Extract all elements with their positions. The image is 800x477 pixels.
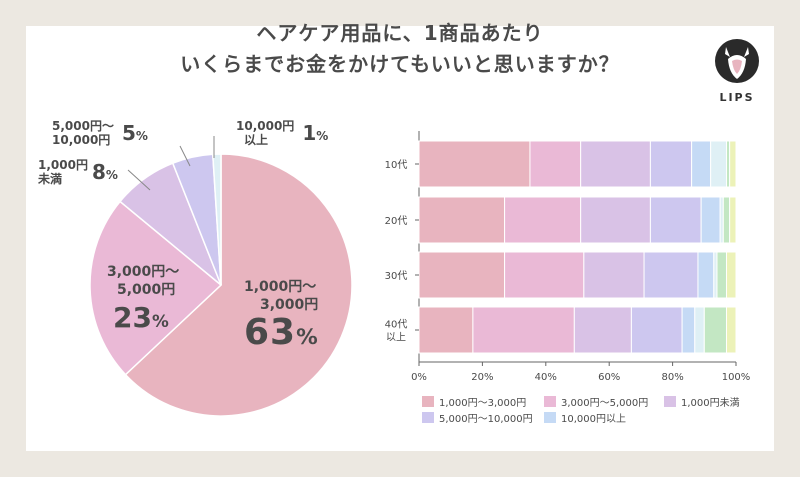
legend-label: 1,000円～3,000円 (439, 398, 527, 409)
bar-x-tick-label: 20% (471, 372, 493, 383)
pie-label-over-10000-line2: 以上 (244, 133, 269, 147)
bar-segment (643, 251, 699, 299)
legend-label: 1,000円未満 (681, 398, 740, 409)
pct-sign: % (105, 168, 118, 182)
bar-segment (504, 251, 585, 299)
pie-slice-1 (89, 200, 223, 376)
pie-pct-under-1000-value: 8 (91, 160, 106, 184)
pie-label-under-1000: 1,000円 未満 8% (38, 158, 118, 186)
bar-segment (700, 196, 721, 244)
pie-pct-1000-3000-value: 63 (244, 312, 297, 353)
bar-category-label: 以上 (386, 332, 406, 344)
bar-segment (649, 196, 702, 244)
legend-item-1000-3000: 1,000円～3,000円 (422, 394, 526, 409)
bar-segment (691, 140, 712, 188)
legend-label: 5,000円～10,000円 (439, 414, 533, 425)
bar-x-tick-label: 40% (535, 372, 557, 383)
pie-label-over-10000: 10,000円 以上 1% (236, 119, 328, 147)
bar-segment (729, 140, 737, 188)
bar-category-label: 30代 (385, 270, 408, 282)
pie-label-3000-5000-line2: 5,000円 (117, 282, 176, 298)
pie-pct-5000-10000: 5% (122, 121, 148, 145)
chart-title: ヘアケア用品に、1商品あたり いくらまでお金をかけてもいいと思いますか？ (0, 18, 800, 80)
bar-category-label: 10代 (385, 159, 408, 171)
pie-label-5000-10000: 5,000円～ 10,000円 5% (52, 119, 148, 147)
bar-x-tick-label: 60% (598, 372, 620, 383)
bar-segment (681, 306, 696, 354)
brand-name: LIPS (719, 91, 755, 104)
title-line-2: いくらまでお金をかけてもいいと思いますか？ (180, 52, 620, 76)
pct-sign: % (151, 311, 169, 331)
pct-sign: % (296, 325, 319, 350)
pie-label-under-1000-line1: 1,000円 (38, 158, 88, 172)
bar-x-tick-label: 80% (661, 372, 683, 383)
bar-x-tick-label: 0% (411, 372, 427, 383)
pie-label-1000-3000-line2: 3,000円 (260, 297, 319, 313)
pie-label-over-10000-line1: 10,000円 (236, 119, 295, 133)
lips-logo: LIPS (711, 37, 763, 107)
pie-label-5000-10000-line1: 5,000円～ (52, 119, 114, 133)
pie-leader-line (127, 169, 151, 191)
legend-swatch (422, 396, 434, 407)
bar-segment (710, 140, 727, 188)
bar-segment (504, 196, 582, 244)
bar-segment (649, 140, 693, 188)
legend-label: 10,000円以上 (561, 414, 626, 425)
pie-pct-5000-10000-value: 5 (121, 121, 136, 145)
bar-segment (703, 306, 727, 354)
bar-segment (529, 140, 582, 188)
pie-label-5000-10000-line2: 10,000円 (52, 133, 111, 147)
legend-item-under-1000: 1,000円未満 (664, 394, 740, 409)
bar-segment (418, 140, 531, 188)
pie-pct-3000-5000: 23% (107, 301, 179, 334)
bar-segment (729, 196, 737, 244)
legend-swatch (544, 412, 556, 423)
pie-pct-1000-3000: 63% (244, 312, 319, 353)
pie-label-3000-5000: 3,000円～ 5,000円 23% (107, 263, 179, 334)
legend-label: 3,000円～5,000円 (561, 398, 649, 409)
pie-pct-under-1000: 8% (92, 160, 118, 184)
bar-segment (630, 306, 683, 354)
legend-swatch (544, 396, 556, 407)
pie-label-3000-5000-line1: 3,000円～ (107, 264, 180, 280)
bar-segment (694, 306, 705, 354)
bar-x-tick-label: 100% (722, 372, 751, 383)
pie-pct-over-10000: 1% (302, 121, 328, 145)
bar-segment (573, 306, 632, 354)
pie-pct-over-10000-value: 1 (302, 121, 317, 145)
pie-label-under-1000-line2: 未満 (38, 172, 63, 186)
bar-category-label: 20代 (385, 215, 408, 227)
bar-segment (725, 251, 737, 299)
pie-slice-0 (124, 153, 353, 417)
deer-icon (715, 39, 759, 83)
pie-label-1000-3000-line1: 1,000円～ (244, 279, 317, 295)
bar-segment (418, 251, 506, 299)
bar-category-label: 40代 (385, 319, 408, 331)
bar-segment (580, 140, 651, 188)
bar-segment (418, 306, 474, 354)
legend-swatch (422, 412, 434, 423)
bar-segment (583, 251, 645, 299)
pct-sign: % (316, 129, 329, 143)
legend-swatch (664, 396, 676, 407)
pie-leader-line (179, 145, 191, 167)
pct-sign: % (135, 129, 148, 143)
bar-segment (697, 251, 715, 299)
bar-segment (580, 196, 651, 244)
pie-slice-4 (211, 153, 222, 286)
legend-item-over-10000: 10,000円以上 (544, 410, 626, 425)
bar-segment (725, 306, 737, 354)
bar-segment (722, 196, 731, 244)
title-line-1: ヘアケア用品に、1商品あたり (256, 21, 544, 45)
legend-item-3000-5000: 3,000円～5,000円 (544, 394, 648, 409)
bar-segment (716, 251, 727, 299)
legend-item-5000-10000: 5,000円～10,000円 (422, 410, 533, 425)
bar-segment (418, 196, 506, 244)
pie-pct-3000-5000-value: 23 (113, 301, 152, 334)
pie-label-1000-3000: 1,000円～ 3,000円 63% (244, 278, 319, 353)
bar-segment (472, 306, 575, 354)
